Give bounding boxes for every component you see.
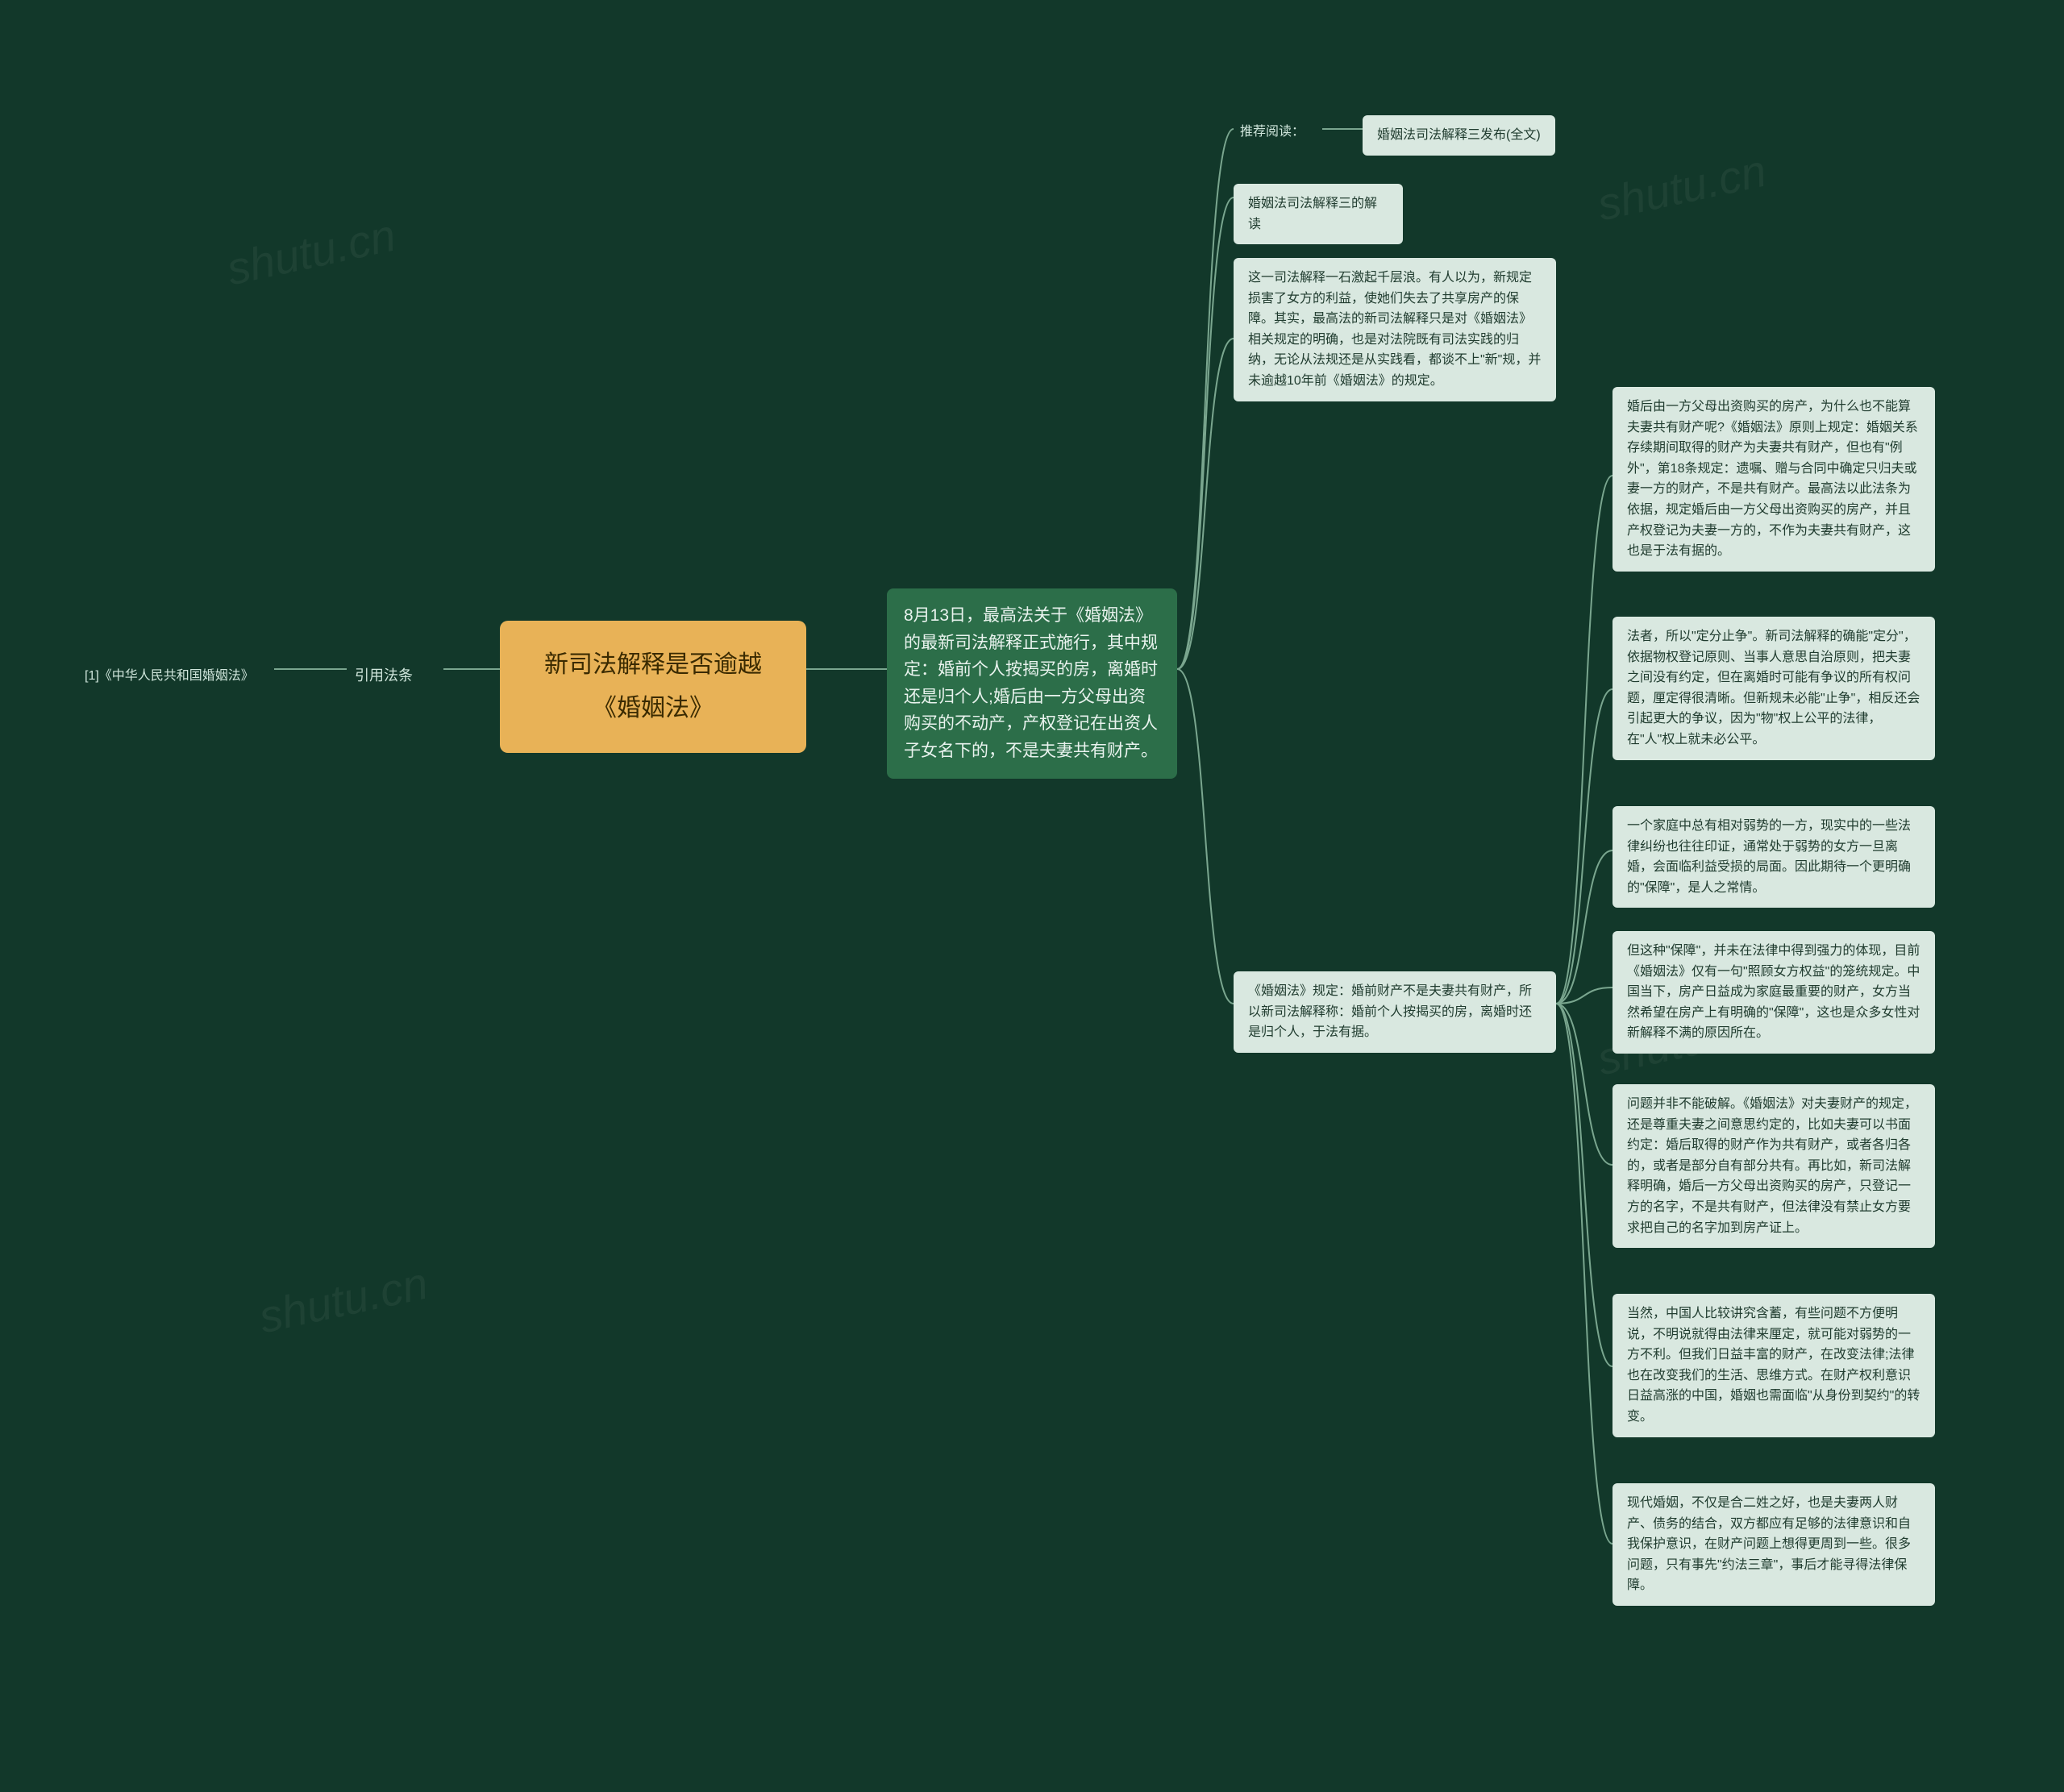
- summary-node[interactable]: 8月13日，最高法关于《婚姻法》的最新司法解释正式施行，其中规定：婚前个人按揭买…: [887, 588, 1177, 779]
- recommended-reading-label: 推荐阅读：: [1234, 117, 1311, 148]
- leaf-node[interactable]: 婚姻法司法解释三的解读: [1234, 184, 1403, 244]
- branch-node[interactable]: 《婚姻法》规定：婚前财产不是夫妻共有财产，所以新司法解释称：婚前个人按揭买的房，…: [1234, 971, 1556, 1053]
- recommended-reading-link[interactable]: 婚姻法司法解释三发布(全文): [1363, 115, 1555, 156]
- sub-leaf-node[interactable]: 现代婚姻，不仅是合二姓之好，也是夫妻两人财产、债务的结合，双方都应有足够的法律意…: [1612, 1483, 1935, 1606]
- leaf-node[interactable]: 这一司法解释一石激起千层浪。有人以为，新规定损害了女方的利益，使她们失去了共享房…: [1234, 258, 1556, 401]
- watermark: shutu.cn: [1593, 144, 1771, 231]
- watermark: shutu.cn: [255, 1257, 433, 1344]
- reference-link-label[interactable]: 引用法条: [347, 658, 421, 694]
- watermark: shutu.cn: [223, 209, 401, 296]
- root-node[interactable]: 新司法解释是否逾越《婚姻法》: [500, 621, 806, 753]
- sub-leaf-node[interactable]: 当然，中国人比较讲究含蓄，有些问题不方便明说，不明说就得由法律来厘定，就可能对弱…: [1612, 1294, 1935, 1437]
- sub-leaf-node[interactable]: 法者，所以"定分止争"。新司法解释的确能"定分"，依据物权登记原则、当事人意思自…: [1612, 617, 1935, 760]
- reference-citation: [1]《中华人民共和国婚姻法》: [77, 659, 278, 693]
- sub-leaf-node[interactable]: 但这种"保障"，并未在法律中得到强力的体现，目前《婚姻法》仅有一句"照顾女方权益…: [1612, 931, 1935, 1054]
- sub-leaf-node[interactable]: 一个家庭中总有相对弱势的一方，现实中的一些法律纠纷也往往印证，通常处于弱势的女方…: [1612, 806, 1935, 908]
- sub-leaf-node[interactable]: 婚后由一方父母出资购买的房产，为什么也不能算夫妻共有财产呢?《婚姻法》原则上规定…: [1612, 387, 1935, 572]
- sub-leaf-node[interactable]: 问题并非不能破解。《婚姻法》对夫妻财产的规定，还是尊重夫妻之间意思约定的，比如夫…: [1612, 1084, 1935, 1248]
